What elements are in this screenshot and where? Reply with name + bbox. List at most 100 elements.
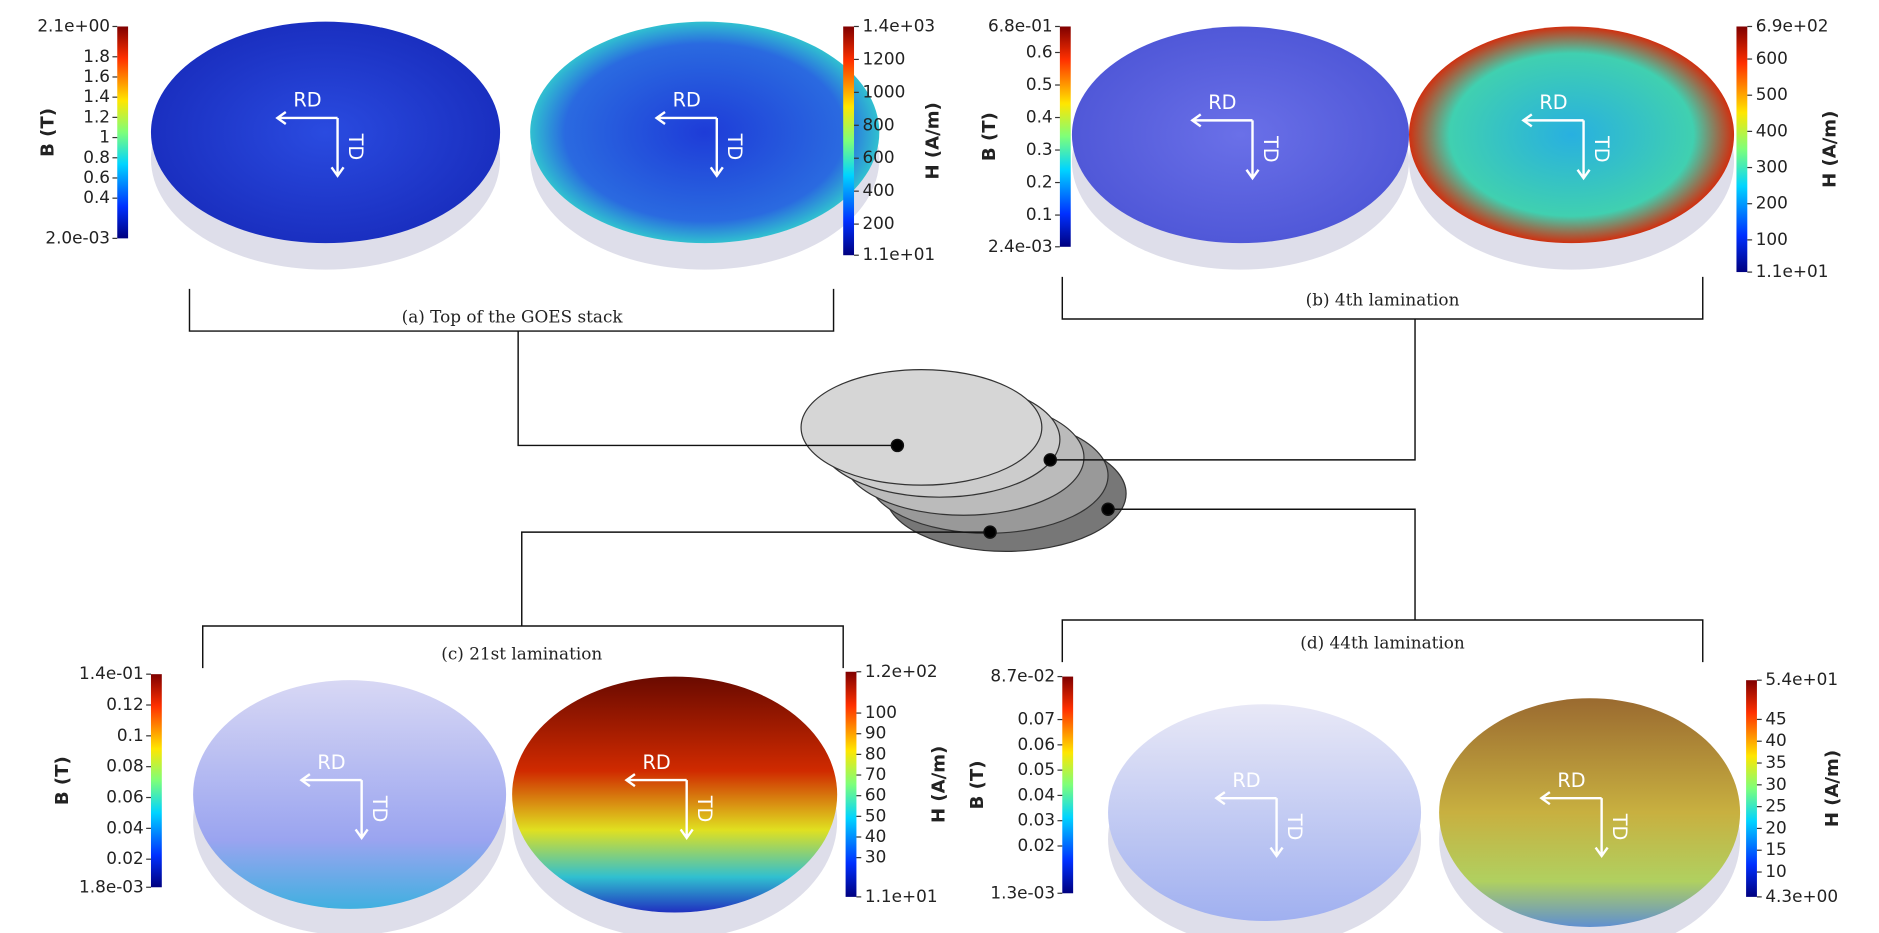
- td-label: TD: [344, 133, 367, 161]
- colorbar: [1746, 680, 1757, 897]
- colorbar-tick-label: 0.07: [1018, 709, 1056, 729]
- colorbar-tick-label: 0.5: [1026, 74, 1053, 94]
- colorbar-tick-label: 0.12: [106, 694, 144, 714]
- rd-arrow: [624, 773, 687, 788]
- colorbar-tick-label: 1.8: [83, 46, 110, 66]
- colorbar-title: H (A/m): [1822, 750, 1843, 827]
- colorbar-end-label: 6.8e-01: [988, 15, 1053, 35]
- colorbar-title: H (A/m): [922, 102, 943, 179]
- panel: RD TD RD TD (a) Top of the GOES stack 2.0e-03…: [37, 15, 943, 332]
- colorbar-end-label: 1.4e-01: [79, 663, 144, 683]
- td-label: TD: [723, 133, 746, 161]
- colorbar-tick-label: 100: [1756, 229, 1788, 249]
- colorbar-tick-label: 0.6: [1026, 41, 1053, 61]
- colorbar-title: B (T): [979, 112, 1000, 161]
- colorbar-tick-label: 0.03: [1018, 810, 1056, 830]
- rd-arrow: [1214, 791, 1277, 806]
- colorbar-title: H (A/m): [929, 746, 950, 823]
- rd-arrow: [1539, 791, 1602, 806]
- caption-bracket: [202, 625, 844, 669]
- panel: RD TD RD TD (d) 44th lamination 1.3e-03 8.7e-0…: [967, 619, 1843, 933]
- field-rendering: [1108, 704, 1422, 921]
- colorbar-tick-label: 0.3: [1026, 139, 1053, 159]
- colorbar-tick-label: 0.04: [1018, 784, 1056, 804]
- td-arrow: [1269, 798, 1284, 859]
- colorbar-end-label: 1.2e+02: [865, 661, 938, 681]
- panel-caption: (d) 44th lamination: [1300, 633, 1465, 653]
- colorbar-tick-label: 0.6: [83, 167, 110, 187]
- colorbar-tick-label: 1.2: [83, 106, 110, 126]
- panel: RD TD RD TD (c) 21st lamination 1.8e-03 1.4e-0…: [52, 625, 950, 933]
- td-arrow: [1576, 120, 1591, 181]
- colorbar-end-label: 1.8e-03: [79, 876, 144, 896]
- connectors: [517, 319, 1416, 627]
- field-rendering: [150, 21, 501, 244]
- colorbar-tick-label: 200: [862, 213, 894, 233]
- field-rendering: [1439, 698, 1741, 927]
- colorbar-tick-label: 0.8: [83, 147, 110, 167]
- colorbar-tick-label: 600: [1756, 48, 1788, 68]
- colorbar-tick-label: 0.1: [1026, 204, 1053, 224]
- colorbar: [1059, 26, 1071, 247]
- center-stack: [800, 368, 1127, 552]
- td-label: TD: [1259, 135, 1282, 163]
- colorbar-tick-label: 0.1: [117, 725, 144, 745]
- rd-arrow: [654, 110, 717, 125]
- colorbar-tick-label: 0.05: [1018, 759, 1056, 779]
- colorbar: [1736, 26, 1748, 273]
- colorbar-tick-label: 100: [865, 702, 897, 722]
- colorbar-tick-label: 1.6: [83, 66, 110, 86]
- rd-arrow: [1190, 113, 1253, 128]
- colorbar-end-label: 2.4e-03: [988, 236, 1053, 256]
- colorbar-end-label: 4.3e+00: [1765, 886, 1838, 906]
- td-label: TD: [1590, 135, 1613, 163]
- rd-arrow: [275, 110, 338, 125]
- colorbar-end-label: 2.0e-03: [45, 227, 110, 247]
- rd-arrow: [299, 773, 362, 788]
- rd-label: RD: [293, 89, 321, 112]
- colorbar-end-label: 1.1e+01: [865, 886, 938, 906]
- colorbar-title: B (T): [967, 760, 988, 809]
- colorbar-tick-label: 40: [865, 826, 886, 846]
- colorbar-tick-label: 1200: [862, 48, 905, 68]
- colorbar-tick-label: 50: [865, 805, 886, 825]
- panel-caption: (c) 21st lamination: [441, 643, 602, 663]
- colorbar-tick-label: 1: [99, 127, 110, 147]
- colorbar-tick-label: 60: [865, 785, 886, 805]
- colorbar-tick-label: 0.2: [1026, 172, 1053, 192]
- td-label: TD: [1608, 813, 1631, 841]
- panel-caption: (b) 4th lamination: [1306, 289, 1460, 309]
- colorbar-tick-label: 1000: [862, 81, 905, 101]
- colorbar-tick-label: 10: [1765, 861, 1786, 881]
- colorbar-tick-label: 600: [862, 147, 894, 167]
- colorbar-title: H (A/m): [1819, 111, 1840, 188]
- field-rendering: [193, 680, 507, 909]
- colorbar-end-label: 8.7e-02: [990, 666, 1055, 686]
- colorbar-tick-label: 80: [865, 743, 886, 763]
- colorbar-tick-label: 400: [862, 180, 894, 200]
- colorbar: [843, 26, 855, 256]
- colorbar-tick-label: 0.04: [106, 817, 144, 837]
- panel-caption: (a) Top of the GOES stack: [402, 306, 624, 326]
- rd-label: RD: [1232, 769, 1260, 792]
- rd-label: RD: [673, 89, 701, 112]
- colorbar-tick-label: 300: [1756, 157, 1788, 177]
- rd-label: RD: [1557, 769, 1585, 792]
- td-arrow: [1594, 798, 1609, 859]
- colorbar-tick-label: 1.4: [83, 86, 110, 106]
- colorbar: [117, 26, 129, 239]
- colorbar-tick-label: 400: [1756, 120, 1788, 140]
- field-rendering: [1409, 26, 1735, 244]
- colorbar-tick-label: 90: [865, 723, 886, 743]
- colorbar-tick-label: 15: [1765, 839, 1786, 859]
- field-rendering: [1071, 26, 1410, 244]
- colorbar-tick-label: 40: [1765, 730, 1786, 750]
- rd-label: RD: [1539, 91, 1567, 114]
- colorbar-tick-label: 25: [1765, 796, 1786, 816]
- colorbar-tick-label: 45: [1765, 708, 1786, 728]
- colorbar-end-label: 5.4e+01: [1765, 669, 1838, 689]
- caption-bracket: [188, 288, 835, 332]
- td-arrow: [330, 117, 345, 178]
- colorbar-tick-label: 35: [1765, 752, 1786, 772]
- colorbar-tick-label: 0.4: [83, 187, 110, 207]
